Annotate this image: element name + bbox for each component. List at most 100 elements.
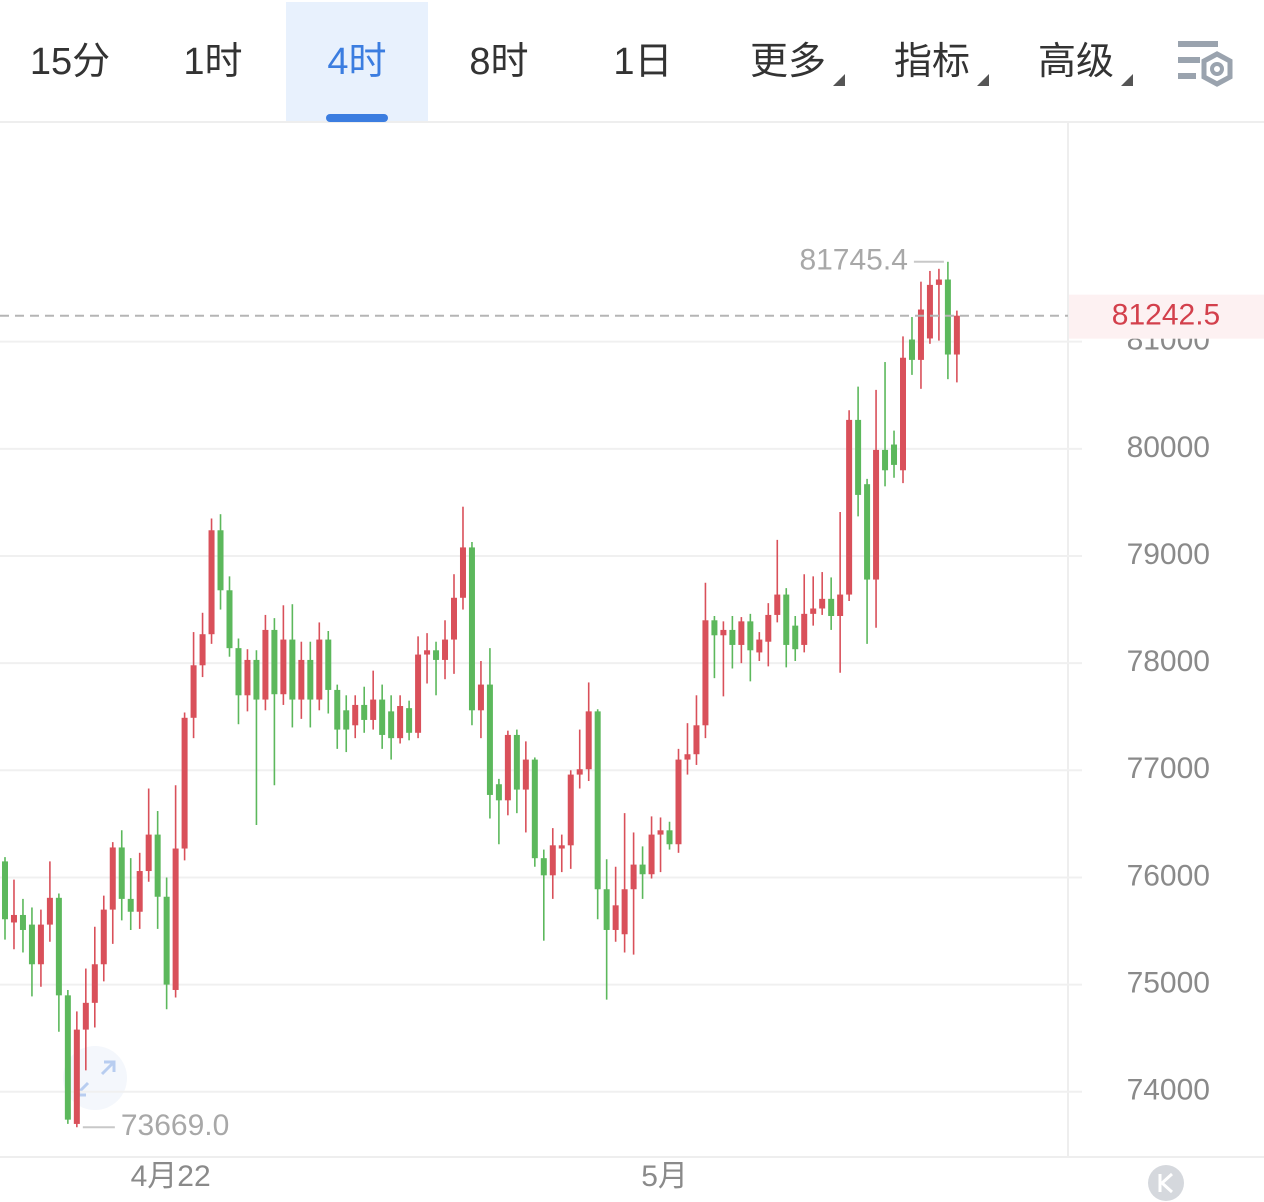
candle-body	[693, 725, 700, 755]
candle-body	[639, 864, 646, 875]
k-button[interactable]	[1148, 1165, 1184, 1201]
expand-icon[interactable]	[63, 1046, 127, 1110]
tab-label[interactable]: 8时	[469, 41, 528, 83]
x-tick-label: 5月	[641, 1160, 688, 1193]
candle-body	[181, 717, 188, 849]
candle-body	[846, 419, 853, 595]
candle-body	[253, 659, 260, 700]
candle-body	[316, 639, 323, 700]
candle-body	[756, 639, 763, 653]
candle-body	[504, 734, 511, 801]
candle-body	[145, 834, 152, 872]
y-tick-label: 79000	[1127, 538, 1210, 571]
candle-body	[675, 759, 682, 845]
candle-body	[91, 964, 98, 1003]
candle-body	[477, 684, 484, 711]
candle-body	[388, 711, 395, 739]
candle-body	[2, 861, 8, 920]
candle-body	[361, 704, 368, 720]
y-tick-label: 74000	[1127, 1074, 1210, 1107]
dropdown-caret	[977, 74, 989, 86]
candle-body	[774, 594, 781, 615]
candle-body	[603, 889, 610, 930]
candle-body	[801, 613, 808, 645]
candle-body	[720, 629, 727, 636]
last-price-box	[1069, 294, 1264, 339]
tab-label[interactable]: 15分	[30, 41, 110, 83]
candle-body	[82, 1002, 89, 1030]
annotations: 81242.5 81745.4 73669.0	[0, 244, 1264, 1142]
candle-body	[917, 309, 924, 360]
candle-body	[522, 759, 529, 790]
candle-body	[468, 547, 475, 711]
candle-body	[495, 784, 502, 801]
candle-body	[567, 774, 574, 846]
y-tick-label: 78000	[1127, 645, 1210, 678]
candle-body	[334, 689, 341, 730]
candle-body	[828, 598, 835, 616]
candle-body	[926, 284, 933, 339]
icon-dot	[1210, 62, 1224, 76]
candle-body	[711, 620, 718, 636]
candle-body	[900, 357, 906, 471]
candle-body	[891, 444, 898, 465]
candle-body	[307, 659, 314, 700]
candle-body	[415, 654, 422, 733]
y-tick-label: 75000	[1127, 967, 1210, 1000]
tab-label[interactable]: 更多	[750, 41, 826, 83]
candle-body	[343, 710, 350, 730]
candle-body	[882, 449, 889, 471]
low-marker-label: 73669.0	[121, 1109, 229, 1142]
candle-body	[792, 625, 799, 650]
toolbar: 15分 1时 4时 8时 1日 更多 指标 高级	[30, 2, 1133, 122]
candle-body	[28, 924, 35, 965]
high-marker-label: 81745.4	[799, 244, 907, 277]
candle-body	[208, 530, 215, 635]
candle-body	[657, 830, 664, 835]
candle-body	[513, 734, 520, 790]
candle-body	[100, 909, 107, 965]
active-tab-indicator	[326, 114, 388, 122]
y-tick-label: 80000	[1127, 431, 1210, 464]
icon-arrow	[100, 1060, 116, 1076]
candle-body	[199, 634, 206, 666]
last-price-label: 81242.5	[1112, 299, 1220, 332]
candle-body	[666, 830, 673, 845]
candle-body	[576, 769, 583, 775]
candle-body	[406, 708, 413, 733]
candle-body	[935, 279, 942, 285]
tab-label[interactable]: 1时	[183, 41, 242, 83]
tab-label[interactable]: 1日	[613, 41, 672, 83]
candle-body	[19, 914, 26, 930]
candle-body	[262, 629, 269, 700]
candle-body	[37, 924, 44, 965]
candle-body	[226, 590, 233, 649]
candle-body	[459, 547, 466, 598]
candle-body	[244, 659, 251, 696]
candle-body	[747, 621, 754, 651]
candle-body	[352, 704, 359, 726]
candle-body	[217, 530, 224, 591]
candle-body	[271, 629, 278, 695]
tab-label[interactable]: 高级	[1038, 41, 1114, 83]
candle-body	[953, 315, 960, 355]
tab-label[interactable]: 指标	[894, 41, 970, 83]
candle-body	[397, 706, 404, 739]
candle-body	[127, 898, 134, 912]
candle-body	[837, 594, 844, 616]
y-tick-label: 77000	[1127, 752, 1210, 785]
candle-body	[370, 699, 377, 720]
candle-body	[594, 711, 601, 890]
icon-hexagon	[1201, 51, 1233, 87]
candle-body	[540, 858, 547, 876]
tab-label[interactable]: 4时	[327, 41, 386, 83]
candles	[2, 261, 960, 1128]
candle-body	[46, 897, 53, 925]
settings-icon[interactable]	[1178, 41, 1233, 87]
candle-body	[163, 896, 170, 985]
candle-body	[109, 847, 116, 910]
candle-body	[864, 484, 871, 580]
